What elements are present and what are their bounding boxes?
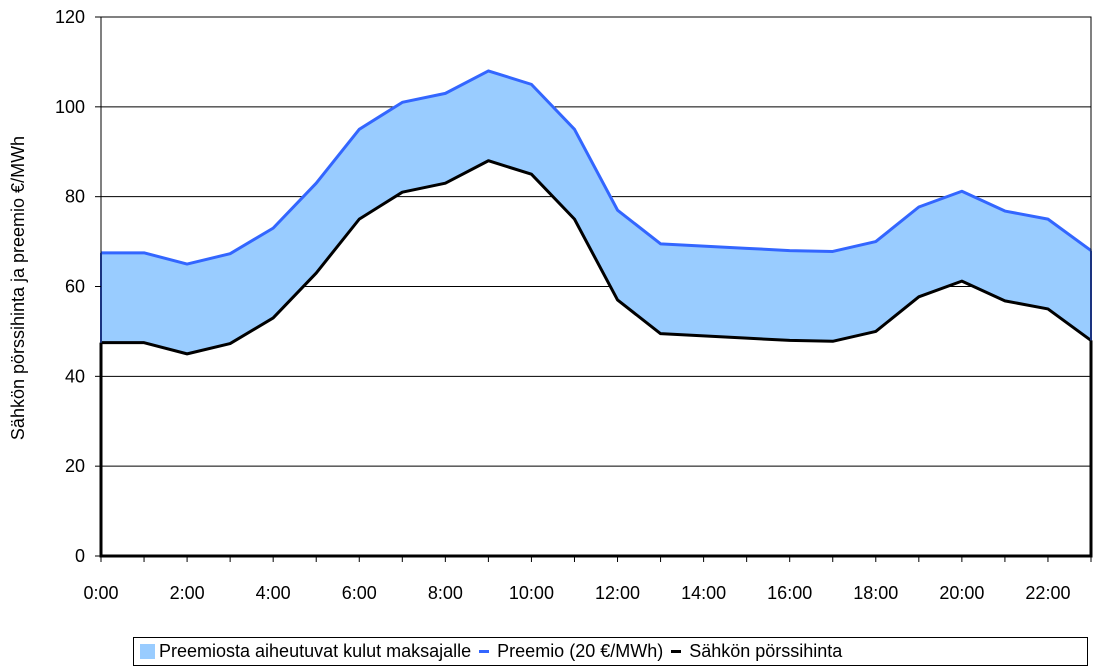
legend-label-premium: Preemio (20 €/MWh) xyxy=(497,641,664,661)
legend-swatch-premium xyxy=(479,650,490,653)
premium-band xyxy=(101,70,1091,354)
legend-swatch-band xyxy=(140,644,155,659)
x-tick-label: 16:00 xyxy=(767,583,812,603)
axes xyxy=(95,16,1092,562)
x-tick-label: 22:00 xyxy=(1025,583,1070,603)
line-premium xyxy=(101,69,1092,266)
y-tick-label: 120 xyxy=(55,7,85,27)
x-tick-label: 2:00 xyxy=(170,583,205,603)
x-tick-label: 6:00 xyxy=(342,583,377,603)
y-tick-label: 60 xyxy=(65,277,85,297)
y-tick-label: 40 xyxy=(65,366,85,386)
x-tick-label: 10:00 xyxy=(509,583,554,603)
y-tick-label: 80 xyxy=(65,187,85,207)
x-tick-label: 20:00 xyxy=(939,583,984,603)
x-tick-label: 4:00 xyxy=(256,583,291,603)
x-tick-label: 8:00 xyxy=(428,583,463,603)
band-premium-costs xyxy=(101,70,1091,354)
y-axis-label: Sähkön pörssihinta ja preemio €/MWh xyxy=(8,136,28,440)
y-tick-label: 100 xyxy=(55,97,85,117)
x-tick-label: 0:00 xyxy=(83,583,118,603)
legend-item-premium: Preemio (20 €/MWh) xyxy=(479,641,663,662)
y-tick-label: 0 xyxy=(75,546,85,566)
legend-item-band: Preemiosta aiheutuvat kulut maksajalle xyxy=(140,641,471,662)
y-tick-label: 20 xyxy=(65,456,85,476)
y-tick-labels: 0 20 40 60 80 100 120 xyxy=(55,7,85,566)
line-exchange-price xyxy=(101,159,1092,356)
x-tick-labels: 0:00 2:00 4:00 6:00 8:00 10:00 12:00 14:00 16:00… xyxy=(83,583,1070,603)
price-area-outline xyxy=(99,340,1093,558)
legend-swatch-price xyxy=(671,650,682,653)
x-tick-label: 14:00 xyxy=(681,583,726,603)
legend-label-price: Sähkön pörssihinta xyxy=(689,641,843,661)
plot-border xyxy=(100,16,1092,557)
legend-label-band: Preemiosta aiheutuvat kulut maksajalle xyxy=(159,641,472,661)
x-tick-label: 18:00 xyxy=(853,583,898,603)
legend: Preemiosta aiheutuvat kulut maksajalle P… xyxy=(133,637,1088,666)
x-tick-label: 12:00 xyxy=(595,583,640,603)
legend-item-price: Sähkön pörssihinta xyxy=(671,641,842,662)
